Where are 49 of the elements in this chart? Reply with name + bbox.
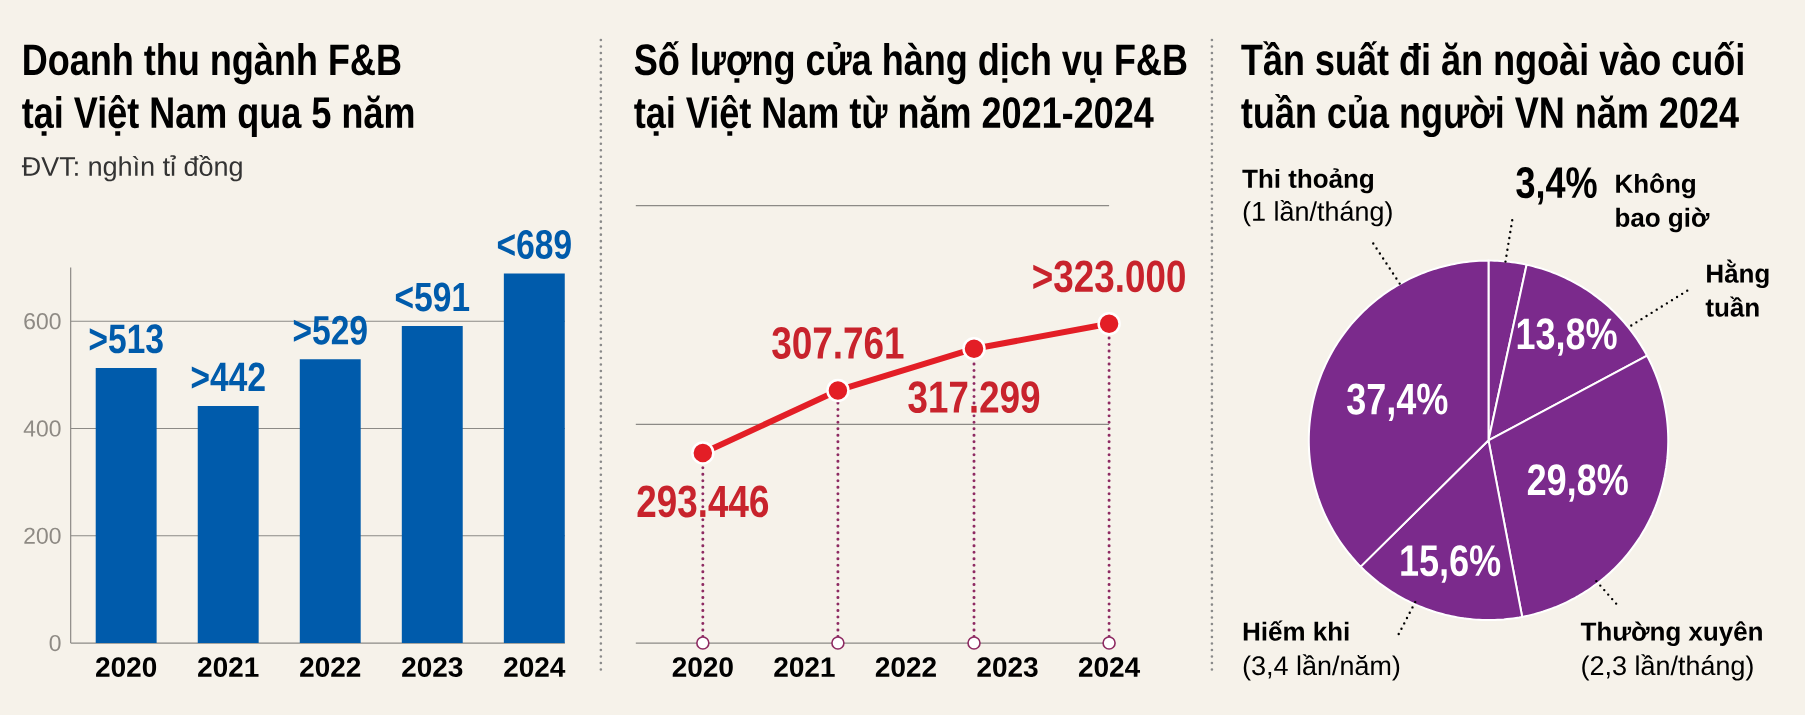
data-label: >529 — [293, 315, 367, 345]
chart-title: Tần suất đi ăn ngoài vào cuối tuần của người VN năm 2024 — [1241, 41, 1743, 138]
x-tick-label: 2023 — [977, 657, 1038, 678]
x-tick-label: 2022 — [300, 657, 361, 678]
x-tick-label: 2020 — [96, 657, 157, 678]
bar — [197, 406, 259, 644]
y-tick-label: 0 — [49, 634, 61, 652]
point — [962, 337, 986, 361]
x-tick-label: 2024 — [504, 657, 566, 678]
text: (2,3 lần/tháng) — [1582, 654, 1753, 681]
x-tick-label: 2022 — [875, 657, 936, 678]
data-label: 15,6% — [1401, 545, 1501, 583]
slice-label: Hiếm khi — [1243, 620, 1349, 641]
x-tick-label: 2021 — [198, 657, 259, 678]
point — [1097, 312, 1121, 336]
text: (3,4 lần/năm) — [1243, 654, 1400, 681]
x-tick-label: 2021 — [774, 657, 835, 678]
text: (1 lần/tháng) — [1243, 200, 1392, 227]
data-label: >442 — [191, 362, 265, 392]
bar — [401, 326, 463, 644]
data-label: 29,8% — [1527, 464, 1628, 502]
data-label: <689 — [497, 229, 571, 259]
bar — [95, 367, 157, 644]
point — [691, 441, 715, 465]
y-tick-label: 400 — [23, 420, 61, 437]
x-tick-label: 2024 — [1078, 657, 1141, 678]
x-tick-label: 2020 — [672, 657, 733, 678]
slice-label: Thi thoảng — [1242, 168, 1374, 194]
slice-label: Hằng tuần — [1705, 259, 1769, 317]
y-tick-label: 600 — [24, 313, 61, 330]
bar — [299, 359, 361, 644]
chart-title: Số lượng cửa hàng dịch vụ F&B tại Việt Nam từ năm 2021-2024 — [634, 41, 1187, 136]
data-label: 37,4% — [1347, 383, 1448, 421]
bar — [503, 273, 565, 644]
chart-title: Doanh thu ngành F&B tại Việt Nam qua 5 năm — [22, 42, 414, 137]
data-label: <591 — [395, 282, 470, 312]
slice-label: Không bao giờ — [1616, 173, 1710, 233]
data-label: 293.446 — [637, 485, 769, 518]
point — [826, 378, 850, 403]
data-label: >513 — [89, 324, 163, 354]
data-label: 317.299 — [908, 381, 1040, 414]
data-label: 13,8% — [1517, 318, 1617, 356]
data-label: 307.761 — [772, 327, 904, 360]
x-tick-label: 2023 — [402, 657, 463, 678]
slice-label: Thường xuyên — [1580, 621, 1762, 647]
chart-subtitle: ĐVT: nghìn tỉ đồng — [21, 155, 242, 182]
data-label: >323.000 — [1033, 260, 1185, 293]
y-tick-label: 200 — [24, 527, 61, 544]
data-label: 3,4% — [1516, 167, 1597, 205]
